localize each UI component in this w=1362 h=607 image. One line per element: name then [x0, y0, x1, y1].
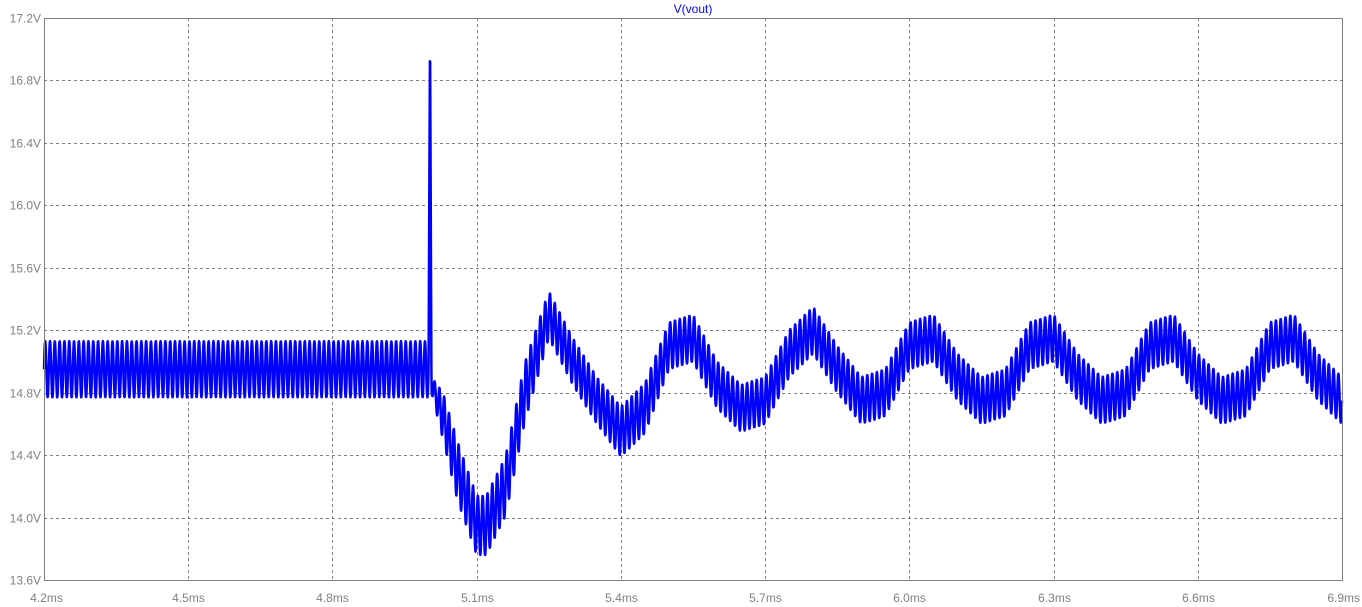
x-tick-label: 6.6ms: [1182, 591, 1215, 605]
x-tick-label: 6.0ms: [893, 591, 926, 605]
y-tick-label: 14.4V: [10, 449, 41, 463]
plot-frame: [44, 18, 1343, 581]
x-tick-label: 5.1ms: [461, 591, 494, 605]
series-line-vout: [42, 59, 1344, 557]
series-layer: [42, 59, 1344, 557]
y-tick-label: 14.8V: [10, 387, 41, 401]
x-tick-label: 4.8ms: [316, 591, 349, 605]
grid: [44, 18, 1342, 580]
y-tick-label: 15.6V: [10, 262, 41, 276]
chart-title: V(vout): [674, 2, 713, 16]
y-tick-label: 16.8V: [10, 74, 41, 88]
x-tick-label: 4.5ms: [172, 591, 205, 605]
x-tick-label: 5.4ms: [605, 591, 638, 605]
x-tick-label: 6.9ms: [1327, 591, 1360, 605]
x-tick-label: 4.2ms: [30, 591, 63, 605]
y-tick-label: 17.2V: [10, 12, 41, 26]
x-tick-label: 6.3ms: [1038, 591, 1071, 605]
x-tick-label: 5.7ms: [749, 591, 782, 605]
y-tick-label: 14.0V: [10, 512, 41, 526]
x-tick-labels: 4.2ms 4.5ms 4.8ms 5.1ms 5.4ms 5.7ms 6.0ms 6.3ms…: [30, 591, 1360, 605]
y-tick-label: 13.6V: [10, 574, 41, 588]
y-tick-labels: 13.6V 14.0V 14.4V 14.8V 15.2V 15.6V 16.0V 16.4V…: [10, 12, 41, 588]
y-tick-label: 15.2V: [10, 324, 41, 338]
y-tick-label: 16.0V: [10, 199, 41, 213]
y-tick-label: 16.4V: [10, 137, 41, 151]
